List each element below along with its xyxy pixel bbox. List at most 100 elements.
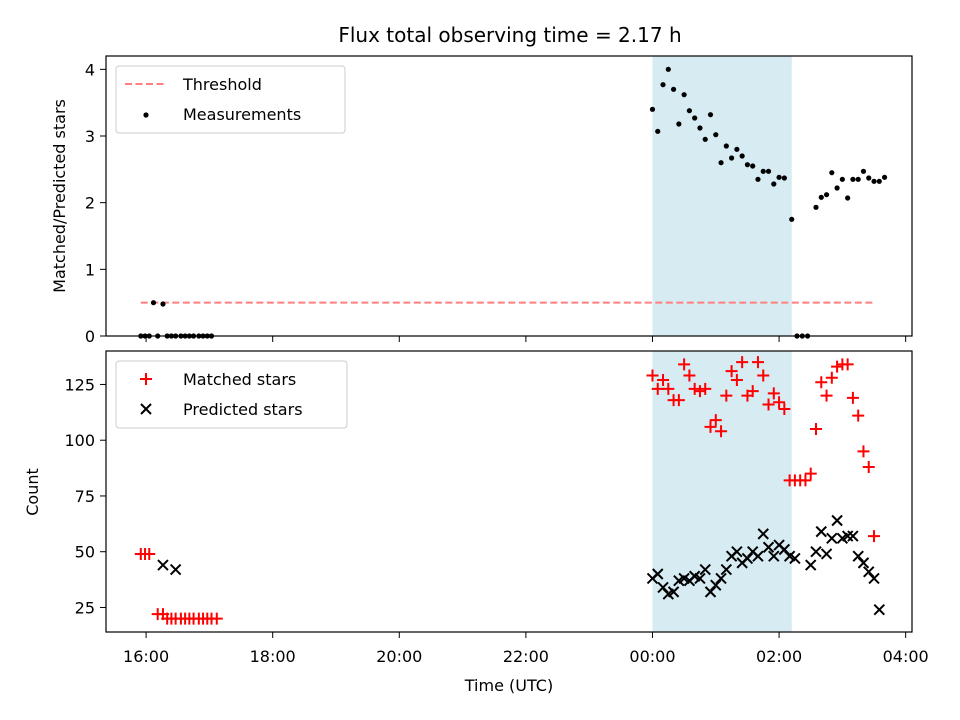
measurement-point	[839, 176, 845, 182]
x-tick-label: 20:00	[376, 647, 422, 666]
predicted-star-point	[831, 514, 843, 527]
predicted-star-point	[852, 550, 864, 562]
top-y-tick-label: 3	[85, 127, 95, 146]
measurement-point	[692, 115, 698, 121]
measurement-point	[829, 170, 835, 176]
matched-star-point	[672, 394, 685, 407]
bottom-y-tick-label: 100	[64, 431, 95, 450]
matched-star-point	[862, 460, 875, 473]
bottom-y-tick-label: 25	[75, 598, 95, 617]
matched-star-point	[751, 356, 764, 369]
matched-star-point	[846, 391, 859, 404]
measurement-point	[789, 216, 795, 222]
measurement-point	[744, 162, 751, 168]
predicted-star-point	[694, 572, 706, 585]
measurement-point	[781, 175, 787, 181]
measurement-point	[734, 146, 740, 152]
measurement-point	[771, 181, 777, 187]
matched-star-point	[857, 445, 870, 458]
predicted-star-point	[752, 550, 764, 562]
measurement-point	[750, 163, 756, 169]
bottom-legend: Matched stars Predicted stars	[115, 360, 348, 429]
top-y-axis-label: Matched/Predicted stars	[50, 99, 69, 293]
predicted-star-point	[815, 525, 827, 538]
measurement-point	[776, 174, 782, 180]
measurement-point	[723, 143, 729, 149]
measurement-point	[760, 168, 766, 174]
bottom-axes-frame	[105, 350, 913, 633]
bottom-y-tick-label: 125	[64, 375, 95, 394]
measurement-point	[881, 174, 888, 180]
predicted-star-point	[778, 543, 791, 556]
matched-star-point	[210, 612, 223, 625]
matched-star-point	[799, 474, 812, 487]
predicted-star-point	[715, 572, 727, 585]
measurement-point	[150, 300, 157, 306]
predicted-star-point	[741, 552, 754, 565]
matched-star-point	[709, 414, 722, 427]
predicted-star-point	[873, 603, 886, 616]
measurement-point	[660, 82, 666, 88]
predicted-star-point	[762, 541, 775, 553]
matched-star-point	[693, 385, 706, 398]
measurement-point	[160, 301, 166, 307]
matched-star-point	[704, 420, 717, 433]
measurement-point	[823, 192, 830, 198]
predicted-star-point	[847, 530, 859, 542]
measurement-point	[681, 92, 687, 98]
x-tick-label: 22:00	[503, 647, 549, 666]
predicted-star-point	[652, 568, 664, 580]
measurement-point	[686, 108, 693, 114]
predicted-star-point	[731, 546, 743, 558]
matched-star-point	[683, 369, 696, 382]
bottom-panel: 25 50 75 100 125 16:00 18:00 20:00 22:00 00:00 02…	[23, 350, 929, 695]
predicted-star-point	[826, 532, 838, 545]
matched-star-point	[778, 402, 791, 415]
measurement-point	[866, 175, 872, 181]
predicted-star-point	[169, 563, 182, 576]
top-panel: 0 1 2 3 4 Matched/Predicted stars Threshold …	[50, 55, 913, 346]
top-axes-frame	[105, 55, 913, 337]
measurement-point	[649, 106, 656, 112]
x-tick-label: 00:00	[629, 647, 675, 666]
x-tick-label: 04:00	[883, 647, 929, 666]
matched-star-point	[831, 360, 844, 373]
matched-star-point	[841, 358, 854, 371]
measurement-point	[834, 185, 840, 191]
predicted-star-point	[720, 563, 733, 576]
matched-star-point	[646, 369, 659, 382]
measurement-point	[702, 136, 708, 142]
matched-star-point	[688, 382, 701, 395]
measurement-point	[697, 125, 703, 131]
predicted-star-point	[710, 579, 722, 591]
measurement-point	[670, 86, 677, 92]
bottom-y-axis-label: Count	[23, 468, 42, 516]
legend-threshold-label: Threshold	[182, 75, 262, 94]
legend-measurements-label: Measurements	[183, 105, 301, 124]
predicted-star-point	[157, 559, 169, 571]
predicted-star-point	[768, 550, 780, 562]
measurement-point	[860, 168, 867, 174]
matched-star-point	[720, 389, 733, 402]
matched-star-point	[767, 387, 780, 400]
measurement-point	[813, 204, 819, 210]
bottom-y-tick-label: 75	[75, 487, 95, 506]
matched-star-point	[868, 530, 881, 543]
x-tick-label: 18:00	[250, 647, 296, 666]
measurement-point	[871, 178, 877, 184]
predicted-star-point	[857, 557, 870, 569]
bottom-x-ticks: 16:00 18:00 20:00 22:00 00:00 02:00 04:00	[123, 632, 929, 666]
top-legend-box	[115, 65, 346, 134]
x-tick-label: 16:00	[123, 647, 169, 666]
measurement-point	[818, 194, 824, 200]
predicted-star-point	[863, 566, 875, 578]
legend-measurements-swatch	[143, 112, 149, 118]
top-y-tick-label: 0	[85, 327, 95, 346]
measurement-point	[876, 178, 882, 184]
predicted-star-point	[657, 581, 669, 594]
predicted-star-point	[699, 563, 711, 576]
x-tick-label: 02:00	[756, 647, 802, 666]
legend-matched-label: Matched stars	[183, 370, 296, 389]
measurement-point	[655, 128, 661, 134]
